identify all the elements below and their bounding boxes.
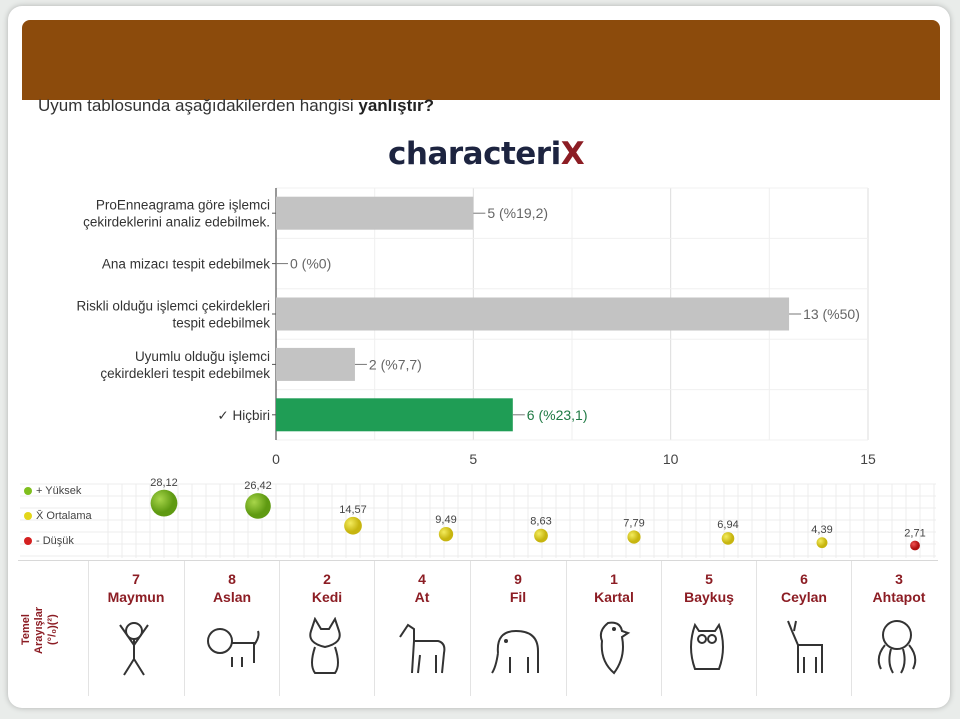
question-text: Uyum tablosunda aşağıdakilerden hangisi … bbox=[38, 96, 434, 116]
animal-column-baykuş: 5 Baykuş bbox=[661, 561, 756, 696]
question-emphasis: yanlıştır? bbox=[358, 96, 434, 115]
animal-column-aslan: 8 Aslan bbox=[184, 561, 279, 696]
category-label: Uyumlu olduğu işlemci bbox=[135, 349, 270, 364]
data-label: 6 (%23,1) bbox=[527, 407, 588, 423]
legend-item-mid: X̄ Ortalama bbox=[24, 503, 92, 528]
owl-icon bbox=[690, 622, 724, 670]
logo-x: X bbox=[560, 136, 585, 172]
legend-dot-mid bbox=[24, 511, 32, 520]
legend-item-low: - Düşük bbox=[24, 528, 92, 553]
animal-name: Kartal bbox=[594, 589, 634, 605]
category-label: çekirdeklerini analiz edebilmek. bbox=[83, 215, 270, 230]
quiz-card bbox=[8, 6, 950, 708]
animal-number: 2 bbox=[323, 571, 331, 587]
gazelle-icon bbox=[787, 620, 823, 673]
scatter-point bbox=[150, 489, 178, 517]
bar bbox=[276, 347, 355, 381]
horse-icon bbox=[399, 623, 446, 674]
x-tick-label: 15 bbox=[860, 451, 876, 467]
legend-label-high: + Yüksek bbox=[36, 484, 82, 497]
scatter-legend: + Yüksek X̄ Ortalama - Düşük bbox=[24, 478, 92, 553]
eagle-icon bbox=[599, 621, 631, 675]
scatter-point bbox=[534, 528, 548, 543]
scatter-value-label: 8,63 bbox=[530, 516, 551, 528]
animal-number: 4 bbox=[418, 571, 426, 587]
x-tick-label: 5 bbox=[469, 451, 477, 467]
header-band bbox=[22, 20, 940, 100]
animal-name: At bbox=[414, 589, 430, 605]
animal-column-ahtapot: 3 Ahtapot bbox=[851, 561, 946, 696]
animal-name: Kedi bbox=[311, 589, 343, 605]
animal-name: Ceylan bbox=[781, 589, 827, 605]
scatter-point bbox=[910, 540, 920, 551]
scatter-value-label: 26,42 bbox=[244, 480, 272, 492]
scatter-point bbox=[245, 493, 271, 519]
animal-number: 7 bbox=[132, 571, 140, 587]
x-tick-label: 0 bbox=[272, 451, 280, 467]
animal-number: 3 bbox=[895, 571, 903, 587]
scatter-point bbox=[816, 537, 828, 549]
data-label: 13 (%50) bbox=[803, 306, 860, 322]
animal-column-at: 4 At bbox=[374, 561, 469, 696]
animal-name: Maymun bbox=[107, 589, 165, 605]
animal-column-ceylan: 6 Ceylan bbox=[756, 561, 851, 696]
animal-row: Temel Arayışlar (°/₀)(²) 7 Maymun 8 Aslan 2 K… bbox=[18, 560, 938, 696]
category-label: Ana mizacı tespit edebilmek bbox=[102, 257, 270, 272]
scatter-value-label: 2,71 bbox=[904, 528, 925, 540]
animal-number: 1 bbox=[610, 571, 618, 587]
data-label: 2 (%7,7) bbox=[369, 356, 422, 372]
category-label: Riskli olduğu işlemci çekirdekleri bbox=[76, 299, 270, 314]
animal-name: Aslan bbox=[212, 589, 252, 605]
animal-name: Fil bbox=[509, 589, 527, 605]
row-title-line1: Temel bbox=[20, 614, 32, 646]
legend-label-mid: X̄ Ortalama bbox=[36, 509, 92, 522]
scatter-point bbox=[721, 532, 735, 545]
elephant-icon bbox=[491, 629, 539, 674]
row-title: Temel Arayışlar (°/₀)(²) bbox=[20, 585, 80, 675]
logo-text: characteri bbox=[388, 136, 561, 172]
bar bbox=[276, 297, 790, 331]
scatter-point bbox=[627, 530, 641, 544]
row-title-line3: (°/₀)(²) bbox=[46, 614, 59, 646]
characterix-logo: characteriX bbox=[388, 136, 585, 172]
animal-number: 8 bbox=[228, 571, 236, 587]
data-label: 5 (%19,2) bbox=[487, 205, 548, 221]
animal-number: 9 bbox=[514, 571, 522, 587]
animal-name: Ahtapot bbox=[872, 589, 926, 605]
category-label: çekirdekleri tespit edebilmek bbox=[100, 366, 270, 381]
animal-name: Baykuş bbox=[684, 589, 734, 605]
animal-column-fil: 9 Fil bbox=[470, 561, 565, 696]
octopus-icon bbox=[877, 620, 917, 674]
legend-dot-high bbox=[24, 486, 32, 495]
legend-dot-low bbox=[24, 536, 32, 545]
legend-item-high: + Yüksek bbox=[24, 478, 92, 503]
question-prefix: Uyum tablosunda aşağıdakilerden hangisi bbox=[38, 96, 359, 115]
animal-number: 6 bbox=[800, 571, 808, 587]
scatter-value-label: 14,57 bbox=[339, 504, 367, 516]
animal-column-kartal: 1 Kartal bbox=[566, 561, 661, 696]
data-label: 0 (%0) bbox=[290, 256, 331, 272]
category-label: tespit edebilmek bbox=[172, 316, 270, 331]
animal-number: 5 bbox=[705, 571, 713, 587]
lion-icon bbox=[207, 628, 260, 667]
scatter-point bbox=[344, 516, 362, 535]
scatter-value-label: 28,12 bbox=[150, 477, 178, 489]
x-tick-label: 10 bbox=[663, 451, 679, 467]
scatter-value-label: 9,49 bbox=[435, 514, 456, 526]
scatter-point bbox=[438, 527, 454, 542]
legend-label-low: - Düşük bbox=[36, 534, 74, 547]
bar bbox=[276, 196, 474, 230]
row-title-line2: Arayışlar bbox=[33, 606, 46, 654]
animal-column-kedi: 2 Kedi bbox=[279, 561, 374, 696]
scatter-value-label: 4,39 bbox=[811, 524, 832, 536]
cat-icon bbox=[309, 617, 341, 674]
animal-column-maymun: 7 Maymun bbox=[88, 561, 183, 696]
scatter-value-label: 7,79 bbox=[623, 517, 644, 529]
scatter-value-label: 6,94 bbox=[717, 519, 738, 531]
monkey-icon bbox=[119, 622, 149, 676]
bar bbox=[276, 398, 513, 432]
category-label: ✓ Hiçbiri bbox=[217, 408, 270, 423]
category-label: ProEnneagrama göre işlemci bbox=[96, 198, 270, 213]
